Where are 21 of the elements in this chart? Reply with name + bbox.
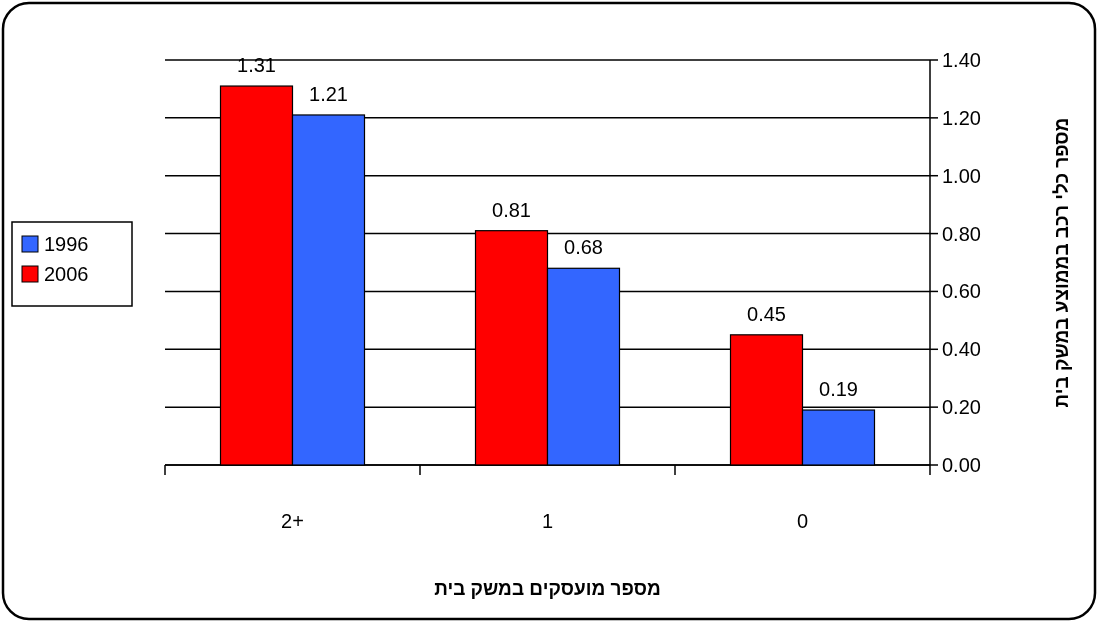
legend-label: 1996 [44,233,89,255]
y-axis-title: מספר כלי רכב בממוצע במשק בית [1051,117,1072,408]
data-label: 1.31 [237,54,276,77]
data-label: 0.68 [564,236,603,259]
y-tick-label: 0.20 [942,396,981,419]
y-tick-label: 0.80 [942,222,981,245]
x-tick-label: 2+ [281,510,304,532]
x-axis-title: מספר מועסקים במשק בית [434,578,661,599]
y-tick-label: 1.00 [942,164,981,187]
y-tick-label: 0.40 [942,338,981,361]
legend-label: 2006 [44,263,89,285]
y-tick-label: 1.20 [942,106,981,129]
y-tick-label: 1.40 [942,49,981,71]
x-tick-label: 1 [541,510,554,532]
y-tick-label: 0.60 [942,280,981,303]
y-tick-label: 0.00 [942,454,981,476]
x-tick-label: 0 [796,510,809,532]
data-label: 0.81 [492,198,531,221]
data-label: 0.19 [819,378,858,401]
data-label: 0.45 [747,302,786,325]
data-label: 1.21 [309,82,348,105]
